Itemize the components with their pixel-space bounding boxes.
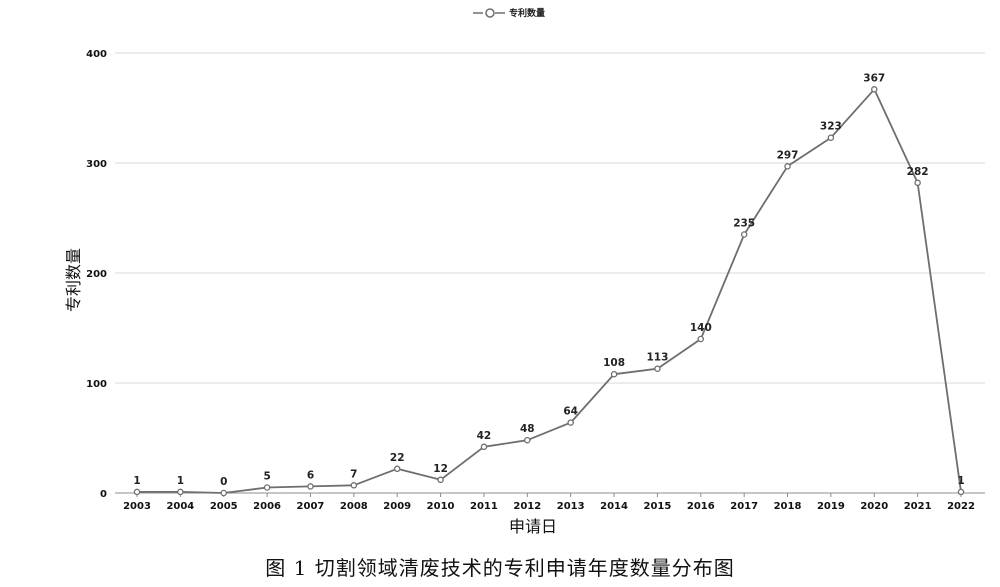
data-point — [480, 443, 488, 451]
data-labels: 1 1 0 5 6 7 22 12 42 48 64 108 113 140 235 297 323 367 282… — [133, 72, 964, 488]
data-point — [307, 483, 314, 490]
data-label: 1 — [177, 475, 184, 487]
data-label: 108 — [603, 357, 625, 369]
data-label: 1 — [133, 475, 140, 487]
x-tick-label: 2021 — [904, 501, 932, 512]
data-point — [220, 489, 227, 497]
x-tick-label: 2009 — [383, 501, 411, 512]
series-line — [137, 88, 962, 494]
data-label: 1 — [957, 475, 964, 487]
data-point — [871, 86, 878, 93]
data-point — [827, 134, 835, 141]
data-label: 0 — [220, 476, 227, 488]
data-point — [784, 163, 791, 170]
data-label: 5 — [263, 471, 270, 483]
data-point — [610, 370, 618, 378]
data-label: 140 — [690, 322, 712, 334]
data-label: 22 — [390, 452, 405, 464]
x-tick-label: 2022 — [947, 501, 975, 512]
series — [133, 86, 965, 497]
x-tick-label: 2008 — [340, 501, 368, 512]
x-tick-label: 2003 — [123, 501, 151, 512]
data-label: 64 — [563, 406, 578, 418]
y-tick-label: 300 — [86, 159, 107, 170]
data-point — [133, 488, 141, 496]
data-label: 7 — [350, 468, 357, 480]
y-tick-label: 200 — [86, 269, 107, 280]
x-tick-label: 2015 — [643, 501, 671, 512]
x-tick-label: 2020 — [860, 501, 888, 512]
data-point — [393, 465, 401, 473]
data-point — [177, 488, 184, 496]
figure-caption: 图 1 切割领域清废技术的专利申请年度数量分布图 — [265, 556, 735, 580]
data-label: 282 — [907, 166, 929, 178]
data-point — [740, 231, 748, 238]
axes: 0 100 200 300 400 2003 2004 2005 2006 2007 2008 200… — [86, 49, 985, 512]
data-label: 367 — [863, 72, 885, 84]
y-axis-title: 专利数量 — [64, 248, 83, 312]
data-point — [697, 335, 705, 343]
data-point — [957, 488, 965, 496]
data-point — [914, 179, 921, 187]
data-point — [524, 436, 531, 444]
x-tick-label: 2012 — [513, 501, 541, 512]
data-label: 113 — [646, 352, 668, 364]
data-label: 6 — [307, 469, 314, 481]
x-tick-label: 2004 — [166, 501, 194, 512]
data-label: 42 — [477, 430, 492, 442]
data-point — [654, 365, 661, 372]
data-label: 297 — [777, 149, 799, 161]
data-label: 12 — [433, 463, 448, 475]
x-tick-label: 2011 — [470, 501, 498, 512]
x-tick-label: 2014 — [600, 501, 628, 512]
data-point — [350, 482, 358, 489]
x-tick-label: 2007 — [297, 501, 325, 512]
data-label: 235 — [733, 218, 755, 230]
legend: 专利数量 — [473, 7, 545, 19]
y-tick-label: 100 — [86, 379, 107, 390]
x-tick-label: 2016 — [687, 501, 715, 512]
x-tick-label: 2018 — [774, 501, 802, 512]
data-point — [567, 419, 574, 426]
data-point — [437, 476, 444, 484]
data-label: 323 — [820, 121, 842, 133]
x-tick-label: 2017 — [730, 501, 758, 512]
x-tick-label: 2013 — [557, 501, 585, 512]
x-axis-title: 申请日 — [509, 517, 557, 536]
y-tick-label: 400 — [86, 49, 107, 60]
y-tick-label: 0 — [100, 489, 107, 500]
x-tick-label: 2010 — [427, 501, 455, 512]
legend-label: 专利数量 — [509, 7, 545, 19]
x-tick-label: 2005 — [210, 501, 238, 512]
x-tick-label: 2019 — [817, 501, 845, 512]
x-tick-label: 2006 — [253, 501, 281, 512]
gridlines — [115, 52, 985, 384]
data-label: 48 — [520, 423, 535, 435]
legend-marker — [485, 8, 495, 18]
data-point — [263, 484, 271, 491]
